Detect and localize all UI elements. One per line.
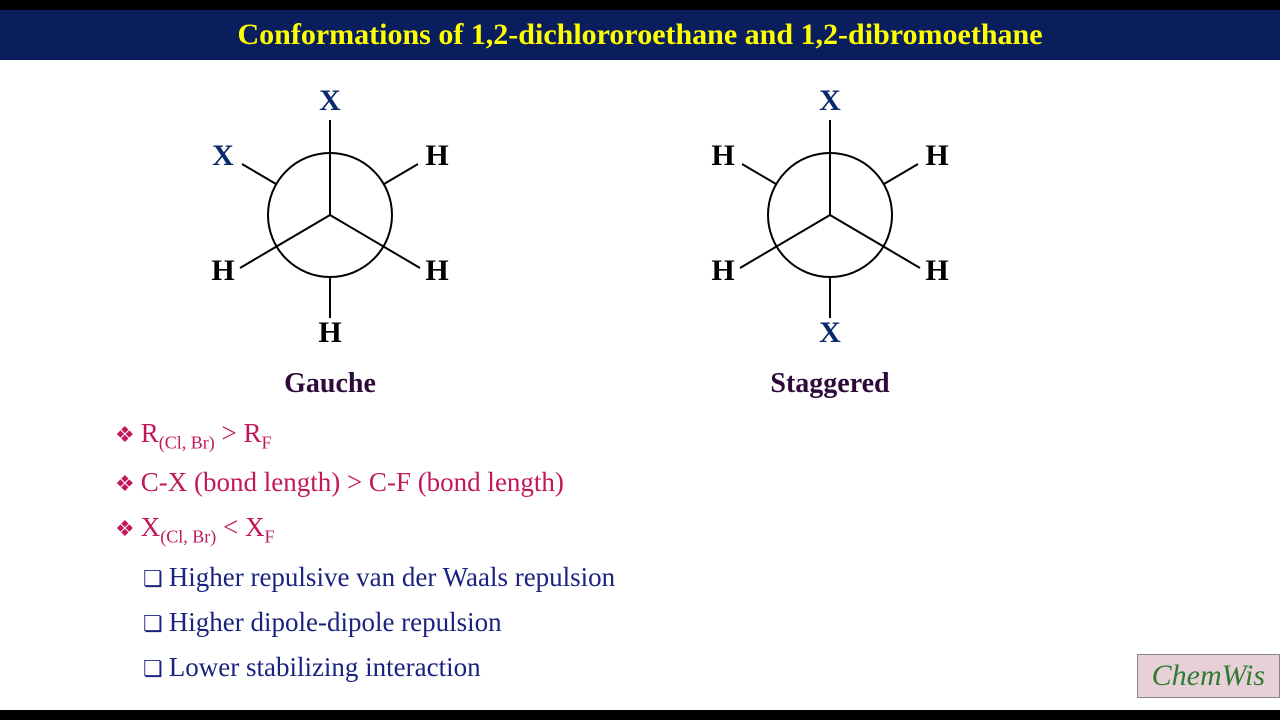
pink-note-text: X(Cl, Br) < XF (141, 512, 275, 547)
page-title: Conformations of 1,2-dichlororoethane an… (0, 10, 1280, 60)
newman-gauche: X H H H X H (200, 80, 460, 360)
pink-note-text: R(Cl, Br) > RF (141, 418, 272, 453)
diagram-row: X H H H X H Gauche X H H H H X Staggered (0, 60, 1280, 400)
diamond-bullet-icon: ❖ (115, 471, 135, 497)
pink-note-text: C-X (bond length) > C-F (bond length) (141, 467, 564, 498)
blue-note-text: Higher repulsive van der Waals repulsion (169, 562, 615, 593)
blue-note-text: Lower stabilizing interaction (169, 652, 481, 683)
blue-note-text: Higher dipole-dipole repulsion (169, 607, 502, 638)
pink-note-0: ❖R(Cl, Br) > RF (115, 418, 1280, 453)
pink-note-2: ❖X(Cl, Br) < XF (115, 512, 1280, 547)
svg-text:H: H (711, 254, 734, 287)
square-bullet-icon: ❏ (143, 611, 163, 637)
blue-note-2: ❏Lower stabilizing interaction (115, 652, 1280, 683)
svg-text:H: H (925, 139, 948, 172)
svg-text:H: H (711, 139, 734, 172)
svg-text:H: H (425, 139, 448, 172)
svg-text:H: H (425, 254, 448, 287)
svg-text:X: X (819, 316, 841, 349)
gauche-label: Gauche (284, 368, 376, 400)
svg-text:X: X (212, 139, 234, 172)
square-bullet-icon: ❏ (143, 566, 163, 592)
svg-text:X: X (319, 84, 341, 117)
staggered-label: Staggered (770, 368, 889, 400)
newman-staggered: X H H H H X (700, 80, 960, 360)
square-bullet-icon: ❏ (143, 656, 163, 682)
watermark: ChemWis (1137, 654, 1280, 698)
svg-text:X: X (819, 84, 841, 117)
svg-text:H: H (925, 254, 948, 287)
diamond-bullet-icon: ❖ (115, 422, 135, 448)
blue-note-1: ❏Higher dipole-dipole repulsion (115, 607, 1280, 638)
gauche-diagram: X H H H X H Gauche (200, 80, 460, 400)
diamond-bullet-icon: ❖ (115, 516, 135, 542)
svg-text:H: H (211, 254, 234, 287)
blue-note-0: ❏Higher repulsive van der Waals repulsio… (115, 562, 1280, 593)
pink-note-1: ❖C-X (bond length) > C-F (bond length) (115, 467, 1280, 498)
svg-text:H: H (318, 316, 341, 349)
staggered-diagram: X H H H H X Staggered (700, 80, 960, 400)
notes-section: ❖R(Cl, Br) > RF❖C-X (bond length) > C-F … (0, 400, 1280, 683)
